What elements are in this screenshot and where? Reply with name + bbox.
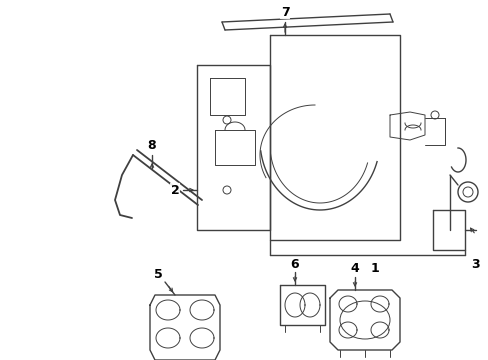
Text: 2: 2 [170, 184, 179, 197]
Text: 6: 6 [290, 257, 299, 270]
Text: 3: 3 [471, 258, 479, 271]
Text: 4: 4 [350, 261, 359, 274]
Text: 7: 7 [280, 5, 289, 18]
Text: 5: 5 [153, 267, 162, 280]
Text: 8: 8 [147, 139, 156, 152]
Text: 1: 1 [370, 261, 379, 274]
